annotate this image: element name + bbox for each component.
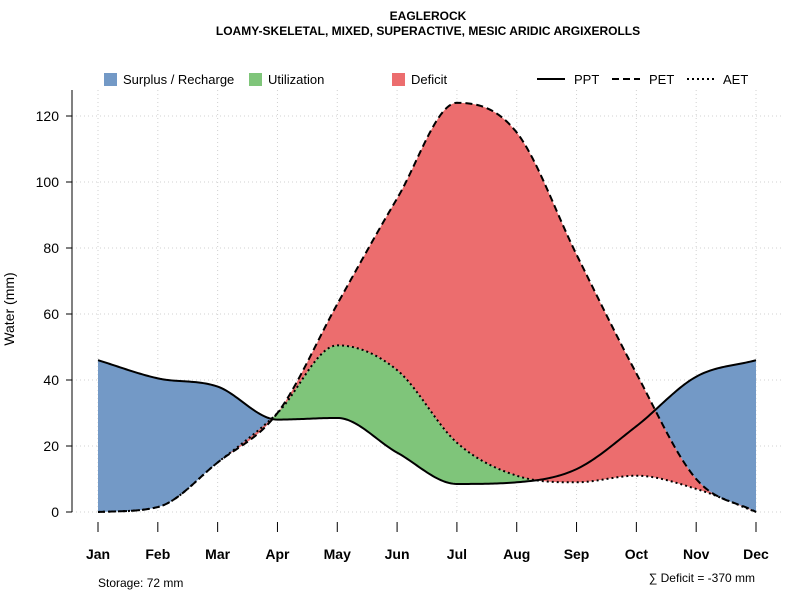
x-tick-label: Mar (205, 546, 230, 562)
y-tick-label: 20 (43, 438, 59, 454)
legend-label-deficit: Deficit (411, 72, 448, 87)
legend-label-pet: PET (649, 72, 674, 87)
x-tick-label: May (324, 546, 351, 562)
legend-label-ppt: PPT (574, 72, 599, 87)
line-pet (97, 101, 757, 513)
legend-label-surplus: Surplus / Recharge (123, 72, 234, 87)
y-tick-label: 40 (43, 372, 59, 388)
y-axis-label: Water (mm) (1, 272, 17, 345)
x-tick-label: Dec (743, 546, 769, 562)
area-fills (98, 102, 756, 513)
x-tick-label: Feb (145, 546, 170, 562)
legend-swatch-utilization (249, 73, 262, 86)
legend-label-aet: AET (723, 72, 748, 87)
legend-swatch-deficit (392, 73, 405, 86)
y-tick-label: 80 (43, 240, 59, 256)
x-tick-label: Apr (265, 546, 290, 562)
x-tick-label: Nov (683, 546, 710, 562)
series-lines (97, 101, 757, 513)
surplus-area (98, 360, 756, 512)
x-tick-label: Oct (625, 546, 649, 562)
legend-swatch-surplus (104, 73, 117, 86)
legend: Surplus / Recharge Utilization Deficit P… (104, 72, 748, 87)
utilization-area (98, 345, 756, 512)
chart-subtitle: LOAMY-SKELETAL, MIXED, SUPERACTIVE, MESI… (216, 24, 640, 38)
legend-label-utilization: Utilization (268, 72, 324, 87)
storage-note: Storage: 72 mm (98, 576, 183, 590)
deficit-area (98, 102, 756, 513)
axes: 0 20 40 60 80 100 120 Jan Feb Mar Apr May Jun Jul Aug S… (36, 90, 769, 562)
y-tick-label: 120 (36, 108, 60, 124)
y-tick-label: 0 (51, 504, 59, 520)
line-ppt (97, 359, 757, 485)
y-tick-label: 60 (43, 306, 59, 322)
x-tick-label: Jun (385, 546, 410, 562)
line-aet (97, 344, 757, 513)
deficit-note: ∑ Deficit = -370 mm (649, 571, 755, 585)
chart-title: EAGLEROCK (390, 9, 467, 23)
y-tick-label: 100 (36, 174, 60, 190)
x-tick-label: Jul (447, 546, 467, 562)
x-tick-label: Aug (503, 546, 530, 562)
x-tick-label: Jan (86, 546, 110, 562)
x-tick-label: Sep (564, 546, 590, 562)
